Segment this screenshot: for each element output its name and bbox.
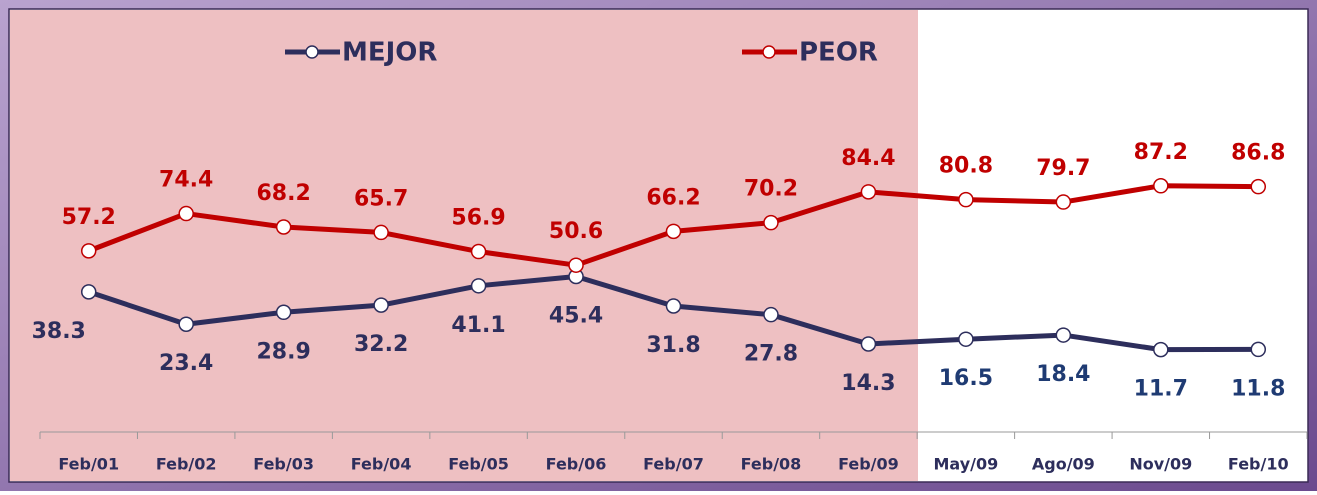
data-label: 16.5 — [939, 366, 993, 391]
x-tick-label: Feb/01 — [58, 455, 119, 474]
point — [958, 331, 974, 347]
point — [1250, 178, 1267, 195]
data-label: 41.1 — [451, 313, 505, 338]
x-tick-label: Nov/09 — [1129, 455, 1192, 474]
data-label: 11.7 — [1134, 377, 1188, 402]
point — [763, 306, 779, 323]
legend-label: MEJOR — [342, 38, 437, 68]
data-label: 28.9 — [257, 339, 311, 364]
point — [373, 297, 389, 313]
point — [860, 184, 877, 200]
point — [1055, 194, 1072, 210]
x-tick-label: Feb/09 — [838, 455, 899, 474]
x-tick-label: Feb/02 — [156, 455, 217, 474]
legend-marker — [305, 45, 319, 59]
point — [860, 336, 877, 352]
point — [275, 304, 292, 321]
data-label: 18.4 — [1036, 362, 1090, 387]
data-label: 11.8 — [1231, 376, 1285, 401]
point — [665, 223, 682, 240]
point — [80, 243, 97, 259]
x-tick-label: Feb/07 — [643, 455, 704, 474]
x-tick-label: Feb/04 — [351, 455, 412, 474]
point — [470, 243, 487, 260]
point — [373, 224, 389, 241]
data-label: 57.2 — [62, 205, 116, 230]
data-label: 65.7 — [354, 186, 408, 211]
x-tick-label: Ago/09 — [1032, 455, 1095, 474]
data-label: 45.4 — [549, 303, 603, 328]
point — [80, 284, 97, 300]
point — [1055, 327, 1072, 343]
data-label: 84.4 — [841, 146, 895, 171]
data-label: 31.8 — [646, 333, 700, 358]
x-tick-label: May/09 — [934, 455, 999, 474]
data-label: 56.9 — [451, 206, 505, 231]
data-label: 50.6 — [549, 219, 603, 244]
data-label: 23.4 — [159, 351, 213, 376]
data-label: 68.2 — [257, 181, 311, 206]
legend-marker — [762, 45, 776, 59]
x-tick-label: Feb/06 — [546, 455, 607, 474]
legend-label: PEOR — [799, 38, 878, 68]
point — [958, 191, 974, 208]
data-label: 27.8 — [744, 342, 798, 367]
data-label: 32.2 — [354, 332, 408, 357]
x-tick-label: Feb/05 — [448, 455, 509, 474]
point — [275, 219, 292, 235]
point — [665, 298, 682, 314]
data-label: 74.4 — [159, 168, 213, 193]
data-label: 87.2 — [1134, 140, 1188, 165]
point — [763, 214, 779, 231]
data-label: 80.8 — [939, 154, 993, 179]
point — [568, 257, 584, 273]
x-tick-label: Feb/10 — [1228, 455, 1289, 474]
point — [178, 316, 194, 332]
data-label: 79.7 — [1036, 156, 1090, 181]
x-tick-label: Feb/08 — [741, 455, 802, 474]
data-label: 70.2 — [744, 177, 798, 202]
data-label: 38.3 — [32, 319, 86, 344]
data-label: 66.2 — [646, 185, 700, 210]
point — [470, 278, 487, 294]
point — [1153, 341, 1169, 358]
point — [1250, 341, 1267, 358]
data-label: 14.3 — [841, 371, 895, 396]
point — [1153, 178, 1169, 194]
point — [178, 205, 194, 222]
x-tick-label: Feb/03 — [253, 455, 314, 474]
data-label: 86.8 — [1231, 141, 1285, 166]
shaded-period — [10, 10, 918, 481]
